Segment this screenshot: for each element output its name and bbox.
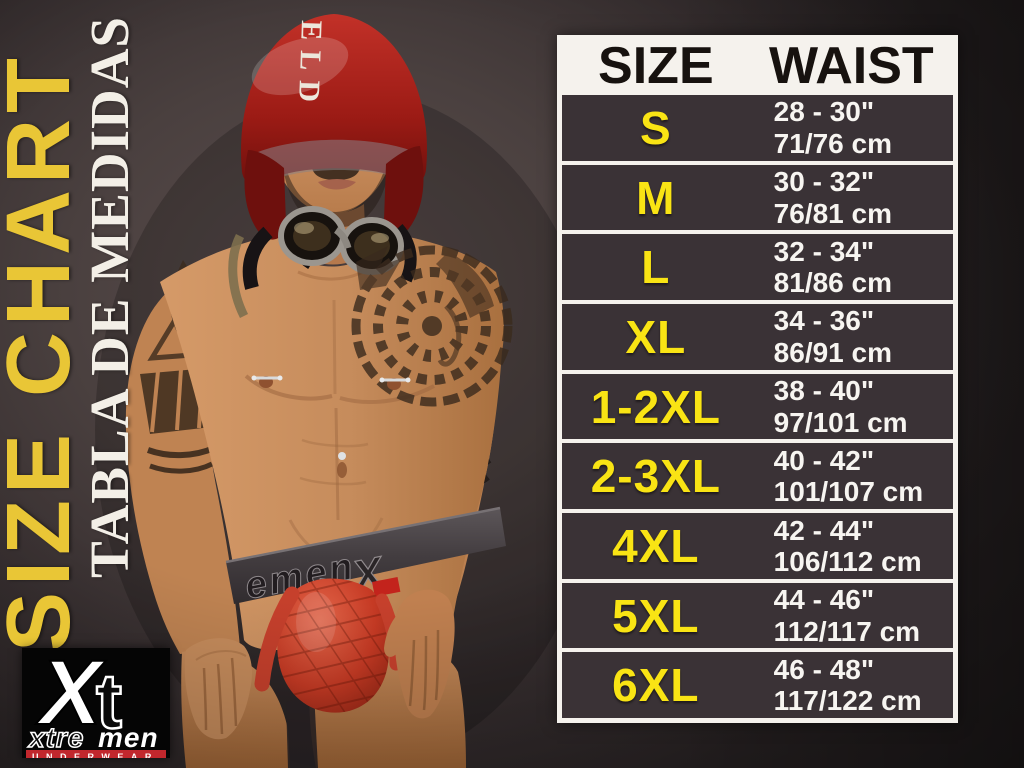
xtremen-logo: X t xtre men UNDERWEAR [22,648,170,758]
waist-inches: 38 - 40" [773,375,875,407]
logo-wordmark-solid: men [98,722,159,753]
helmet: ELD [241,14,427,270]
helmet-ear-flap [244,150,286,240]
helmet-ear-flap [384,146,424,236]
navel [337,462,347,478]
table-row: S 28 - 30" 71/76 cm [562,95,953,161]
waist-cm: 101/107 cm [773,476,924,508]
logo-tagline: UNDERWEAR [32,752,159,758]
waist-cm: 81/86 cm [773,267,892,299]
waist-value: 42 - 44" 106/112 cm [750,515,953,578]
visor [256,139,411,184]
table-row: 6XL 46 - 48" 117/122 cm [562,652,953,719]
size-value: 1-2XL [590,380,721,433]
piercings [251,375,411,478]
chest-tattoo [351,245,513,407]
waist-value: 46 - 48" 117/122 cm [750,654,953,717]
waist-inches: 30 - 32" [773,166,875,198]
waist-inches: 46 - 48" [773,653,875,685]
logo-red-bar [26,750,166,758]
waist-cm: 106/112 cm [773,545,922,577]
model-left-hand [184,638,252,740]
waist-value: 40 - 42" 101/107 cm [750,445,953,508]
waist-value: 32 - 34" 81/86 cm [750,236,953,299]
waist-inches: 28 - 30" [773,96,875,128]
table-body: S 28 - 30" 71/76 cm M 30 - 32" 76/81 cm … [562,95,953,719]
size-value: S [639,101,672,154]
waist-inches: 32 - 34" [773,235,875,267]
waist-inches: 34 - 36" [773,305,875,337]
size-table: SIZE WAIST S 28 - 30" 71/76 cm M 30 - 32… [557,35,958,723]
waist-cm: 97/101 cm [773,406,908,438]
table-row: 5XL 44 - 46" 112/117 cm [562,582,953,649]
waist-cm: 117/122 cm [773,685,922,717]
size-value: L [641,241,671,294]
waist-cm: 76/81 cm [773,197,892,229]
size-value: XL [625,310,687,363]
jockstrap-pouch [277,578,390,713]
page-subtitle: TABLA DE MEDIDAS [79,15,140,578]
table-row: XL 34 - 36" 86/91 cm [562,304,953,370]
waist-value: 44 - 46" 112/117 cm [750,584,953,647]
waist-value: 28 - 30" 71/76 cm [750,96,953,159]
goggles [228,206,417,319]
header-size: SIZE [598,37,714,95]
logo-monogram-x: X [35,648,106,744]
header-waist: WAIST [768,37,934,95]
waist-inches: 42 - 44" [773,514,875,546]
table-row: L 32 - 34" 81/86 cm [562,234,953,301]
table-row: 4XL 42 - 44" 106/112 cm [562,513,953,579]
table-header: SIZE WAIST [562,40,953,92]
table-row: M 30 - 32" 76/81 cm [562,164,953,231]
waist-value: 38 - 40" 97/101 cm [750,375,953,438]
waistband-red-tag [372,577,401,597]
waist-cm: 71/76 cm [773,127,892,159]
lips [318,179,356,190]
helmet-brand-text: ELD [292,20,328,113]
xtremen-logo-art: X t xtre men UNDERWEAR [22,648,170,758]
waist-inches: 40 - 42" [773,444,875,476]
table-row: 1-2XL 38 - 40" 97/101 cm [562,373,953,440]
size-value: 6XL [612,659,700,712]
size-value: 2-3XL [590,450,721,503]
goggle-cord [228,233,249,319]
waist-inches: 44 - 46" [773,584,875,616]
page-title: SIZE CHART [0,52,89,652]
table-row: 2-3XL 40 - 42" 101/107 cm [562,443,953,510]
waist-value: 34 - 36" 86/91 cm [750,305,953,368]
waist-cm: 86/91 cm [773,336,892,368]
logo-wordmark-outline: xtre [27,722,84,753]
size-value: M [636,171,676,224]
logo-monogram-t: t [96,657,122,745]
waist-value: 30 - 32" 76/81 cm [750,166,953,229]
size-value: 5XL [612,589,700,642]
size-value: 4XL [612,519,700,572]
waist-cm: 112/117 cm [773,615,921,647]
model-right-hand [384,589,455,719]
